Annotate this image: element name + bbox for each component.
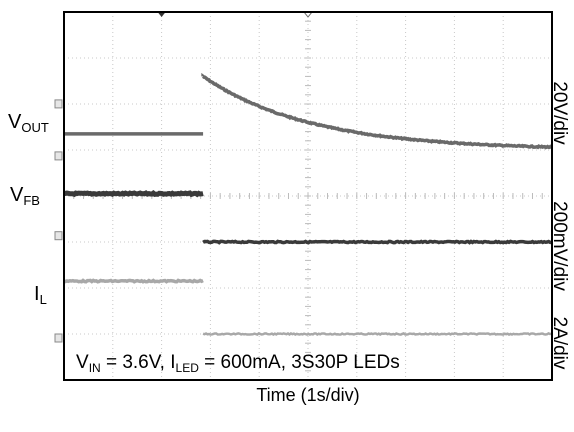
iled-subscript: LED — [175, 361, 199, 375]
vout-label: VOUT — [8, 112, 49, 134]
trace-vfb-after — [202, 239, 552, 245]
channel-3-marker-icon — [54, 231, 63, 241]
trace-vout-after — [201, 72, 553, 150]
vin-value: = 3.6V, — [100, 352, 171, 373]
x-axis-label: Time (1s/div) — [256, 385, 360, 405]
channel-1-marker-icon — [54, 99, 63, 109]
trace-il-after — [202, 331, 552, 336]
vin-subscript: IN — [88, 361, 101, 375]
marker-glyphs — [54, 11, 314, 343]
scale-label-vfb: 200mV/div — [549, 201, 570, 291]
vout-label-subscript: OUT — [21, 120, 49, 135]
traces — [63, 72, 553, 336]
plot-frame — [63, 11, 553, 381]
vfb-label-subscript: FB — [23, 193, 40, 208]
vin-symbol: V — [76, 352, 89, 373]
scale-label-vout: 20V/div — [549, 81, 570, 145]
trace-vfb-before — [63, 190, 204, 198]
il-label: IL — [34, 284, 47, 306]
vfb-label-symbol: V — [10, 184, 24, 206]
iled-symbol: I — [170, 352, 176, 373]
trace-il-before — [63, 278, 204, 284]
il-label-subscript: L — [39, 292, 47, 307]
vout-label-symbol: V — [8, 111, 22, 133]
test-condition-annotation: VIN = 3.6V, ILED = 600mA, 3S30P LEDs — [76, 352, 400, 375]
vfb-label: VFB — [10, 185, 40, 207]
scale-label-il: 2A/div — [549, 316, 570, 370]
trigger-marker-icon — [157, 12, 166, 17]
il-label-symbol: I — [34, 283, 40, 305]
channel-2-marker-icon — [54, 151, 63, 161]
channel-4-marker-icon — [54, 333, 63, 343]
iled-value: = 600mA, 3S30P LEDs — [198, 352, 400, 373]
